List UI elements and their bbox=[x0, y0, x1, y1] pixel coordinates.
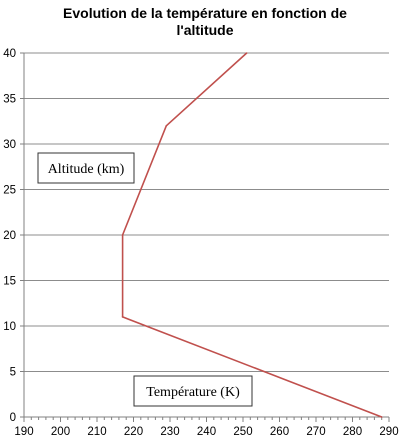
data-point-0-4 bbox=[245, 52, 248, 54]
data-point-0-3 bbox=[165, 125, 168, 127]
x-tick-label-280: 280 bbox=[343, 426, 362, 438]
altitude-label: Altitude (km) bbox=[48, 162, 125, 177]
axes bbox=[20, 52, 390, 422]
tick-labels: 0 5 10 15 20 25 30 35 40 190 200 210 220 230 240 250 260… bbox=[3, 48, 398, 438]
chart-title: Evolution de la température en fonction … bbox=[63, 5, 347, 38]
x-tick-label-220: 220 bbox=[124, 426, 143, 438]
chart-title-line-1: Evolution de la température en fonction … bbox=[63, 5, 347, 21]
y-tick-label-20: 20 bbox=[3, 230, 16, 242]
y-tick-label-0: 0 bbox=[10, 412, 16, 424]
y-tick-label-40: 40 bbox=[3, 48, 16, 60]
data-point-0-2 bbox=[121, 234, 124, 236]
x-tick-label-250: 250 bbox=[233, 426, 252, 438]
x-tick-label-290: 290 bbox=[379, 426, 398, 438]
altitude-label-box: Altitude (km) bbox=[37, 152, 135, 184]
x-tick-label-260: 260 bbox=[270, 426, 289, 438]
temperature-label: Température (K) bbox=[146, 385, 240, 400]
y-tick-label-10: 10 bbox=[3, 321, 16, 333]
temperature-label-box: Température (K) bbox=[133, 375, 253, 407]
y-tick-label-30: 30 bbox=[3, 139, 16, 151]
y-tick-label-35: 35 bbox=[3, 94, 16, 106]
x-tick-label-230: 230 bbox=[160, 426, 179, 438]
y-tick-label-25: 25 bbox=[3, 185, 16, 197]
data-point-0-1 bbox=[121, 316, 124, 318]
data-point-0-0 bbox=[380, 416, 383, 418]
gridlines bbox=[24, 52, 389, 372]
y-tick-label-15: 15 bbox=[3, 276, 16, 288]
x-tick-label-200: 200 bbox=[51, 426, 70, 438]
plot-area bbox=[121, 52, 383, 418]
x-tick-label-240: 240 bbox=[197, 426, 216, 438]
x-tick-label-190: 190 bbox=[14, 426, 33, 438]
y-tick-label-5: 5 bbox=[10, 367, 16, 379]
chart-title-line-2: l'altitude bbox=[177, 22, 234, 38]
x-tick-label-210: 210 bbox=[87, 426, 106, 438]
x-tick-label-270: 270 bbox=[306, 426, 325, 438]
